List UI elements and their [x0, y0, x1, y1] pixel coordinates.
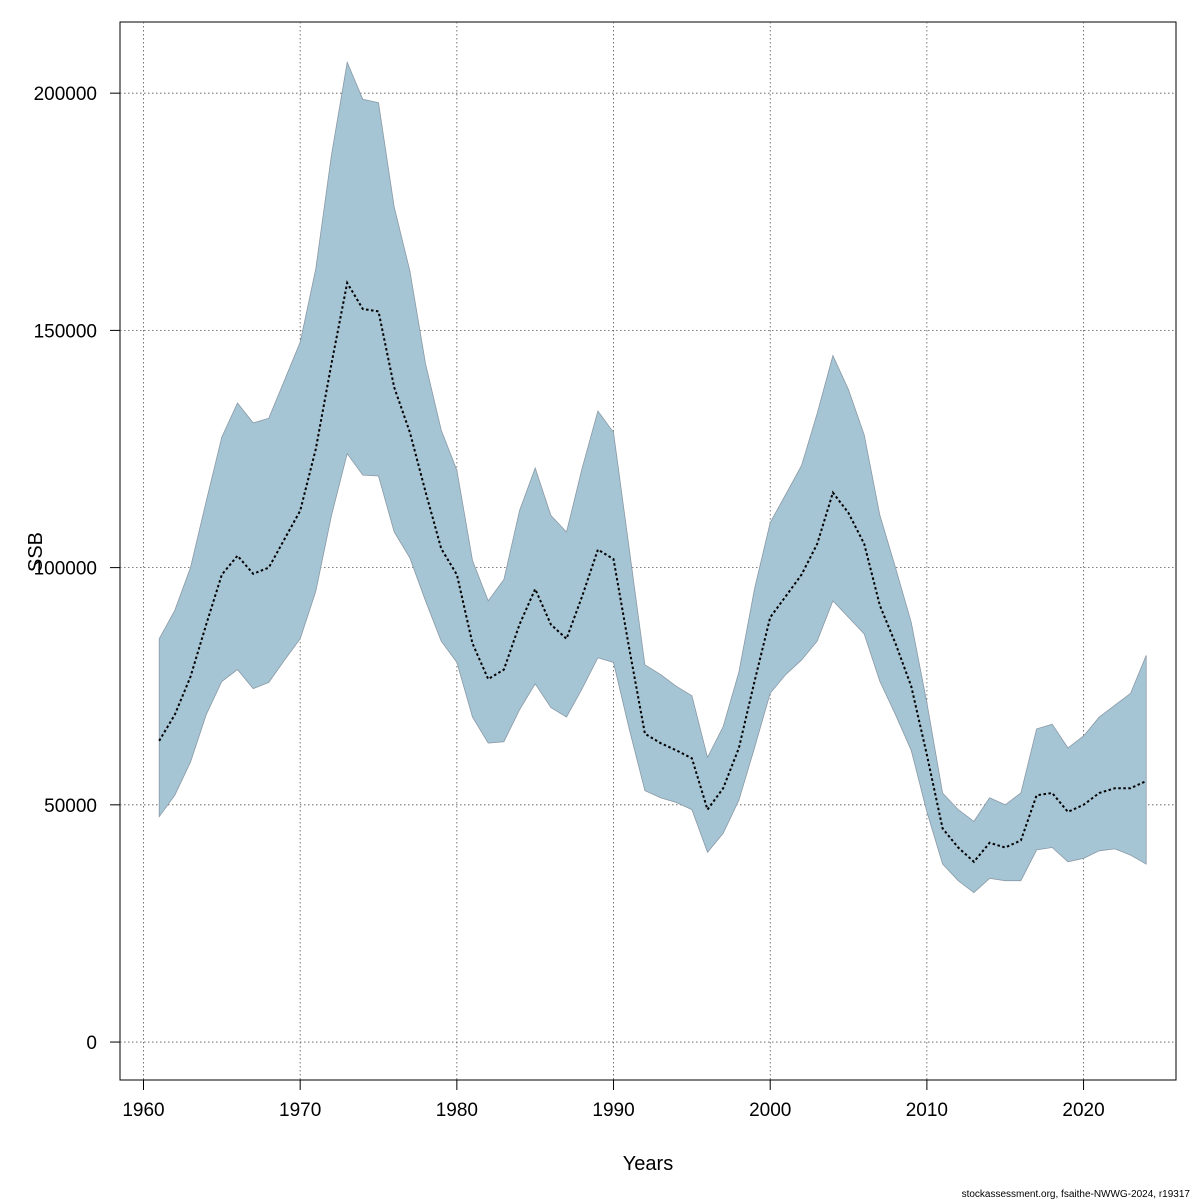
x-axis-title: Years [623, 1153, 673, 1175]
x-tick-label: 1980 [436, 1100, 478, 1121]
y-tick-label: 150000 [34, 321, 97, 342]
y-axis-title: SSB [25, 532, 47, 572]
ssb-estimate-line [158, 280, 1147, 864]
x-tick-label: 1990 [592, 1100, 634, 1121]
plot-frame [119, 21, 1177, 1081]
x-tick-label: 2020 [1062, 1100, 1104, 1121]
y-tick-label: 200000 [34, 84, 97, 105]
y-tick-label: 100000 [34, 559, 97, 580]
x-tick-label: 2010 [906, 1100, 948, 1121]
y-tick-label: 0 [86, 1033, 97, 1054]
footer-note: stockassessment.org, fsaithe-NWWG-2024, … [962, 1189, 1191, 1200]
x-tick-label: 2000 [749, 1100, 791, 1121]
confidence-band [158, 60, 1147, 894]
x-tick-label: 1970 [279, 1100, 321, 1121]
axes: 1960 1970 1980 1990 2000 2010 2020 0 50000 100000… [34, 84, 1105, 1121]
y-tick-label: 50000 [44, 796, 97, 817]
x-tick-label: 1960 [122, 1100, 164, 1121]
